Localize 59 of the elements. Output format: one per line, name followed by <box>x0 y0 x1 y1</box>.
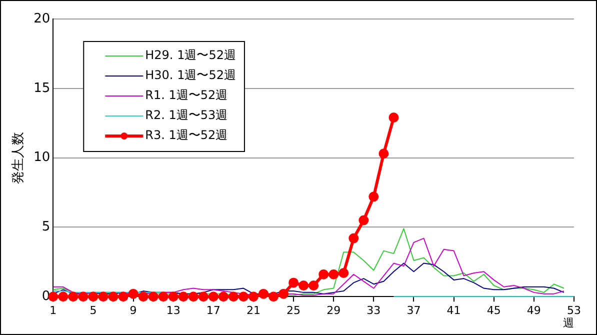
point <box>378 148 389 159</box>
x-tick-label: 9 <box>130 304 137 318</box>
point <box>148 292 158 302</box>
legend-label: H30. 1週〜52週 <box>145 68 236 82</box>
point <box>288 278 299 288</box>
x-tick-label: 21 <box>246 304 260 318</box>
x-tick-label: 5 <box>90 304 97 318</box>
point <box>88 292 98 302</box>
x-tick-label: 41 <box>446 304 461 318</box>
x-tick-label: 49 <box>526 304 541 318</box>
legend-label: R1. 1週〜52週 <box>145 88 228 102</box>
point <box>258 288 268 299</box>
point <box>78 292 88 302</box>
point <box>348 233 359 244</box>
point <box>298 280 309 290</box>
point <box>128 288 138 299</box>
point <box>178 292 188 302</box>
point <box>98 292 108 302</box>
point <box>58 292 68 302</box>
point <box>68 292 78 302</box>
legend-label: H29. 1週〜52週 <box>145 48 236 62</box>
point <box>158 292 168 302</box>
point <box>238 292 248 302</box>
y-tick-label: 15 <box>34 80 50 96</box>
x-tick-label: 1 <box>50 304 57 318</box>
x-tick-label: 33 <box>366 304 381 318</box>
point <box>118 292 128 302</box>
x-axis-title: 週 <box>563 316 574 330</box>
legend-label: R2. 1週〜53週 <box>145 108 228 122</box>
point <box>228 292 238 302</box>
point <box>358 215 369 226</box>
point <box>368 192 379 202</box>
x-tick-label: 53 <box>567 304 581 318</box>
x-tick-label: 13 <box>166 304 180 318</box>
x-tick-label: 29 <box>326 304 341 318</box>
point <box>168 292 178 302</box>
y-tick-label: 5 <box>42 220 50 235</box>
point <box>198 292 208 302</box>
point <box>248 292 258 302</box>
point <box>388 112 399 123</box>
x-tick-label: 37 <box>406 304 421 318</box>
x-tick-label: 45 <box>486 304 501 318</box>
point <box>328 269 339 280</box>
point <box>208 292 218 302</box>
y-tick-label: 10 <box>34 150 50 166</box>
y-tick-label: 20 <box>34 11 50 26</box>
y-axis-title: 発生人数 <box>11 132 26 184</box>
point <box>108 292 118 302</box>
point <box>318 269 329 280</box>
x-tick-label: 17 <box>206 304 220 318</box>
point <box>138 292 148 302</box>
point <box>188 292 198 302</box>
point <box>268 292 279 302</box>
point <box>308 280 319 290</box>
point <box>338 268 349 278</box>
point <box>218 292 228 302</box>
x-tick-label: 25 <box>286 304 301 318</box>
point <box>278 288 289 299</box>
legend-label: R3. 1週〜52週 <box>145 128 228 142</box>
